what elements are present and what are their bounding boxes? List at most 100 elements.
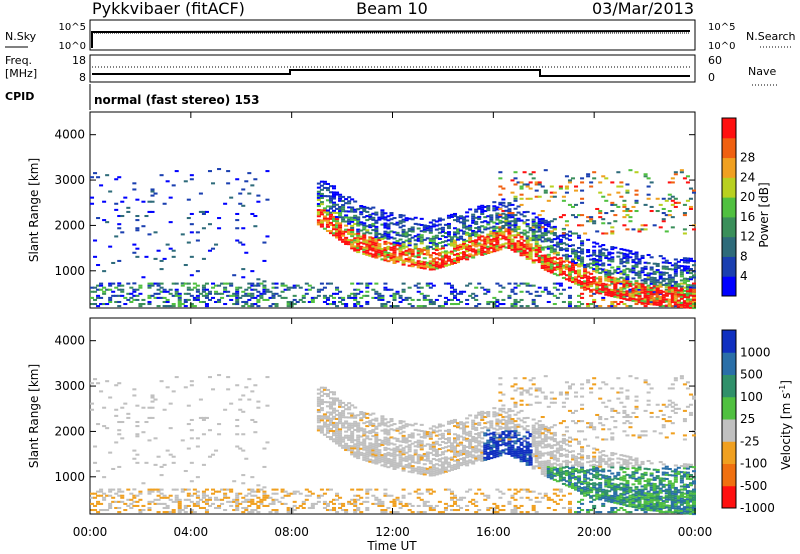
velocity-echo-cell bbox=[247, 488, 252, 491]
power-echo-cell bbox=[422, 294, 427, 297]
power-echo-cell bbox=[577, 265, 582, 268]
power-echo-cell bbox=[456, 261, 461, 264]
power-echo-cell bbox=[661, 290, 666, 293]
velocity-echo-cell bbox=[362, 428, 367, 431]
power-echo-cell bbox=[362, 242, 367, 245]
power-echo-cell bbox=[156, 284, 161, 287]
velocity-echo-cell bbox=[271, 492, 276, 495]
power-echo-cell bbox=[126, 210, 131, 213]
velocity-echo-cell bbox=[446, 461, 451, 464]
velocity-echo-cell bbox=[483, 444, 488, 447]
velocity-echo-cell bbox=[350, 449, 355, 452]
power-echo-cell bbox=[365, 245, 370, 248]
velocity-echo-cell bbox=[449, 496, 454, 499]
power-echo-cell bbox=[434, 242, 439, 245]
power-echo-cell bbox=[416, 264, 421, 267]
power-echo-cell bbox=[316, 290, 321, 293]
power-echo-cell bbox=[168, 247, 173, 250]
power-echo-cell bbox=[501, 216, 506, 219]
power-echo-cell bbox=[622, 205, 627, 208]
velocity-echo-cell bbox=[474, 437, 479, 440]
power-echo-cell bbox=[688, 267, 693, 271]
velocity-echo-cell bbox=[380, 454, 385, 457]
power-echo-cell bbox=[386, 215, 391, 218]
power-echo-cell bbox=[486, 205, 491, 208]
power-echo-cell bbox=[440, 245, 445, 248]
power-echo-cell bbox=[150, 284, 155, 287]
velocity-echo-cell bbox=[102, 406, 107, 409]
power-echo-cell bbox=[462, 257, 467, 260]
velocity-echo-cell bbox=[401, 459, 406, 462]
power-echo-cell bbox=[564, 268, 569, 271]
velocity-echo-cell bbox=[362, 440, 367, 443]
power-echo-cell bbox=[670, 280, 675, 283]
velocity-echo-cell bbox=[147, 492, 152, 495]
velocity-echo-cell bbox=[359, 488, 364, 491]
power-echo-cell bbox=[162, 300, 167, 304]
power-echo-cell bbox=[344, 202, 349, 205]
power-echo-cell bbox=[195, 290, 200, 293]
power-echo-cell bbox=[310, 300, 315, 304]
power-echo-cell bbox=[691, 270, 696, 273]
power-echo-cell bbox=[422, 298, 427, 301]
power-echo-cell bbox=[462, 255, 467, 258]
power-echo-cell bbox=[561, 266, 566, 269]
power-echo-cell bbox=[428, 254, 433, 257]
power-echo-cell bbox=[247, 292, 252, 295]
power-echo-cell bbox=[416, 233, 421, 236]
velocity-echo-cell bbox=[332, 423, 337, 426]
freq-trace bbox=[92, 69, 690, 77]
power-echo-cell bbox=[510, 220, 515, 223]
velocity-echo-cell bbox=[277, 500, 282, 503]
velocity-echo-cell bbox=[347, 428, 352, 431]
power-echo-cell bbox=[601, 268, 606, 271]
power-echo-cell bbox=[613, 283, 618, 286]
power-echo-cell bbox=[634, 253, 639, 256]
power-echo-cell bbox=[495, 247, 500, 250]
velocity-echo-cell bbox=[316, 396, 321, 399]
power-echo-cell bbox=[226, 290, 231, 293]
velocity-echo-cell bbox=[507, 438, 512, 441]
power-echo-cell bbox=[543, 258, 548, 261]
power-echo-cell bbox=[195, 296, 200, 299]
power-echo-cell bbox=[265, 288, 270, 291]
power-echo-cell bbox=[567, 279, 572, 282]
power-echo-cell bbox=[598, 216, 603, 219]
power-echo-cell bbox=[117, 223, 122, 226]
power-echo-cell bbox=[561, 242, 566, 245]
power-echo-cell bbox=[341, 208, 346, 211]
velocity-echo-cell bbox=[347, 500, 352, 503]
power-echo-cell bbox=[138, 303, 143, 306]
velocity-echo-cell bbox=[371, 412, 376, 415]
velocity-echo-cell bbox=[522, 421, 527, 424]
velocity-echo-cell bbox=[353, 428, 358, 432]
velocity-echo-cell bbox=[534, 459, 539, 462]
velocity-echo-cell bbox=[501, 404, 506, 407]
power-echo-cell bbox=[655, 293, 660, 296]
power-echo-cell bbox=[404, 296, 409, 299]
velocity-echo-cell bbox=[498, 432, 503, 435]
velocity-echo-cell bbox=[250, 502, 255, 505]
power-echo-cell bbox=[586, 275, 591, 278]
power-echo-cell bbox=[682, 300, 687, 303]
power-echo-cell bbox=[577, 236, 582, 239]
velocity-echo-cell bbox=[525, 445, 530, 448]
power-echo-cell bbox=[580, 260, 585, 263]
velocity-echo-cell bbox=[507, 418, 512, 421]
power-echo-cell bbox=[123, 303, 128, 306]
power-echo-cell bbox=[350, 296, 355, 299]
power-echo-cell bbox=[256, 194, 261, 197]
velocity-echo-cell bbox=[244, 386, 249, 389]
velocity-echo-cell bbox=[537, 456, 542, 459]
velocity-echo-cell bbox=[492, 407, 497, 410]
velocity-echo-cell bbox=[235, 433, 240, 436]
power-echo-cell bbox=[386, 300, 391, 304]
velocity-echo-cell bbox=[183, 506, 188, 510]
power-echo-cell bbox=[655, 262, 660, 265]
power-echo-cell bbox=[401, 243, 406, 246]
power-echo-cell bbox=[262, 290, 267, 293]
power-echo-cell bbox=[655, 271, 660, 274]
power-echo-cell bbox=[525, 257, 530, 260]
velocity-echo-cell bbox=[552, 438, 557, 441]
power-echo-cell bbox=[422, 230, 427, 233]
